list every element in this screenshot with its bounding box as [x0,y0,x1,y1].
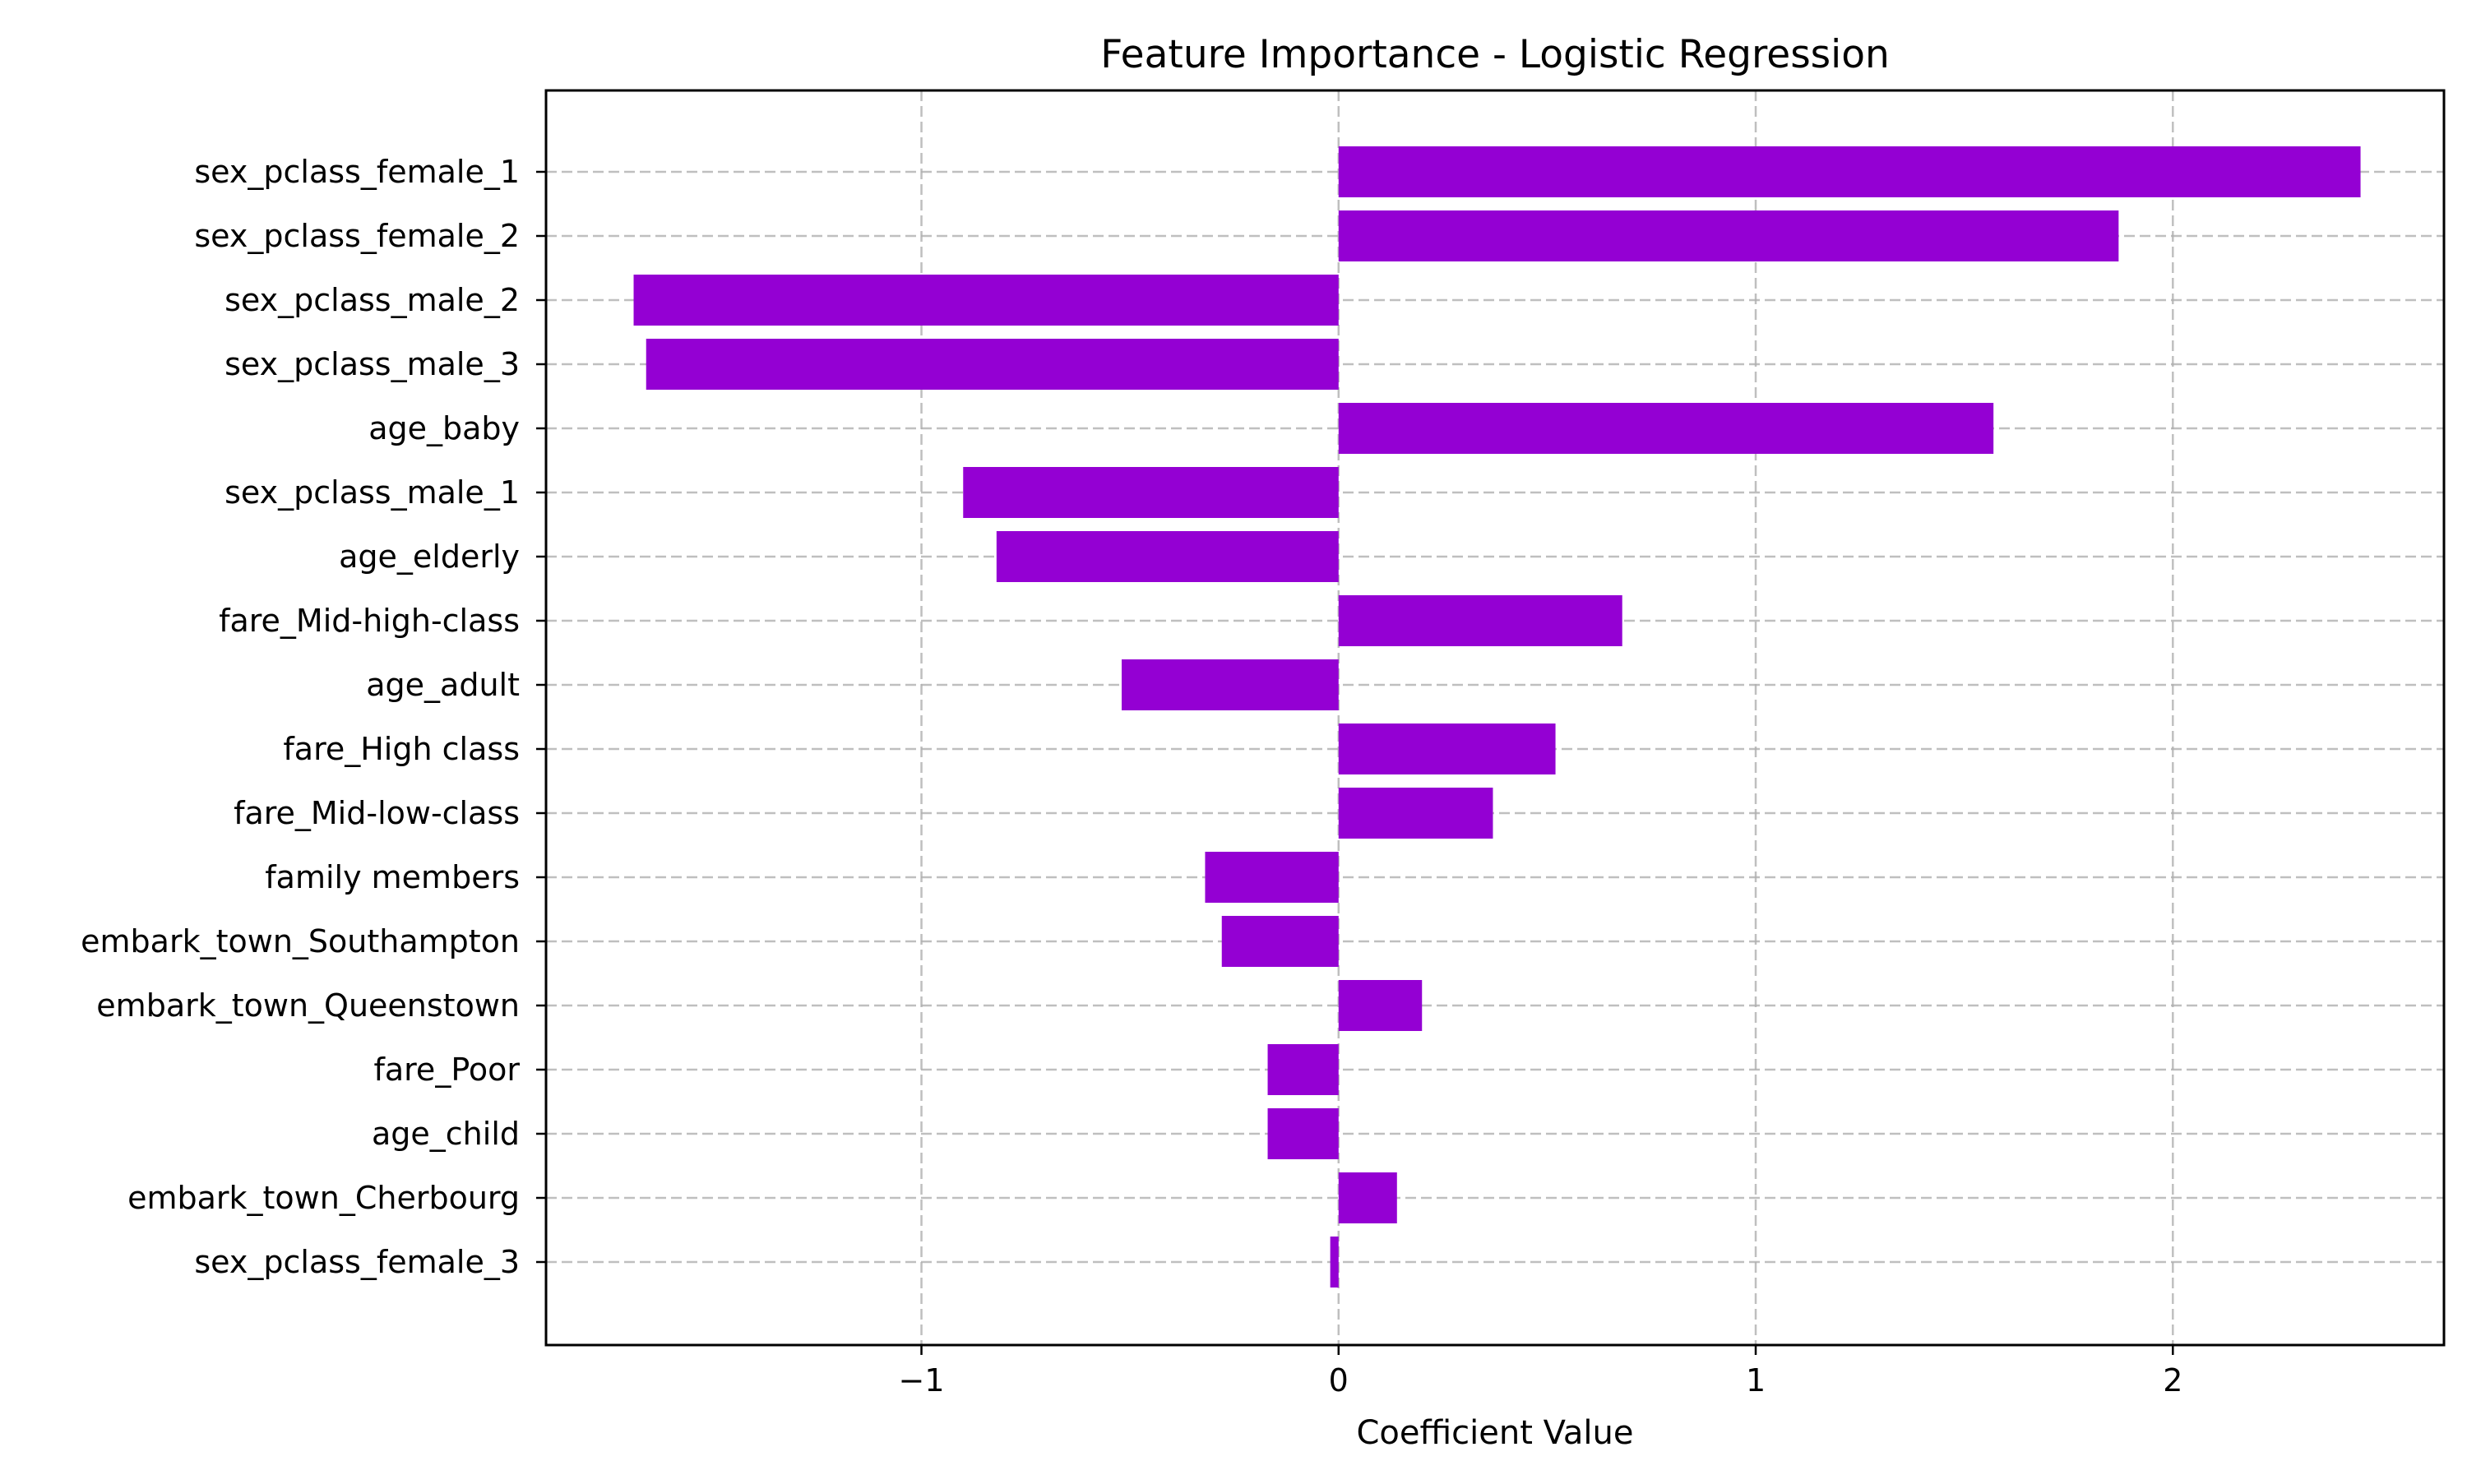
category-label: sex_pclass_male_1 [224,474,520,511]
x-tick-label: 0 [1329,1362,1349,1398]
category-label: fare_Mid-low-class [234,795,520,831]
category-label: sex_pclass_male_2 [224,282,520,318]
bar [1221,916,1339,967]
category-label: sex_pclass_female_3 [194,1244,520,1280]
bar [963,467,1339,518]
category-label: age_baby [368,410,520,446]
bar [1205,852,1339,903]
bar [1338,146,2361,197]
bar [646,339,1339,390]
category-label: embark_town_Southampton [81,923,520,959]
bar [1338,403,1994,454]
x-tick-label: 1 [1746,1362,1766,1398]
bar [1338,724,1556,774]
chart-title: Feature Importance - Logistic Regression [1100,32,1890,77]
category-labels: sex_pclass_female_1 sex_pclass_female_2se… [81,154,520,1280]
category-label: age_child [372,1116,520,1152]
bar [1338,595,1622,646]
category-label: fare_Poor [373,1052,520,1088]
category-label: family members [265,859,520,895]
bar [1267,1108,1339,1159]
category-label: fare_Mid-high-class [219,603,520,639]
bar [996,531,1339,582]
bar [1122,659,1339,710]
category-label: embark_town_Cherbourg [127,1180,520,1216]
bar [1267,1044,1339,1095]
bar [633,275,1339,326]
category-label: age_elderly [339,539,520,575]
category-label: embark_town_Queenstown [96,987,520,1024]
category-label: sex_pclass_female_2 [194,218,520,254]
x-tick-label: 2 [2163,1362,2182,1398]
plot-frame [544,89,2446,1347]
category-label: fare_High class [283,731,520,767]
category-label: sex_pclass_female_1 [194,154,520,190]
bar [1338,788,1493,839]
bar-layer [633,146,2361,1288]
tick-layer: −1 0 1 2 [536,170,2182,1398]
x-tick-label: −1 [899,1362,945,1398]
bar [1338,1172,1397,1223]
grid-layer [546,90,2444,1345]
category-label: sex_pclass_male_3 [224,346,520,382]
bar [1330,1237,1339,1288]
bar [1338,210,2119,261]
x-axis-label: Coefficient Value [1357,1414,1634,1452]
bar [1338,980,1423,1031]
category-label: age_adult [366,667,520,703]
